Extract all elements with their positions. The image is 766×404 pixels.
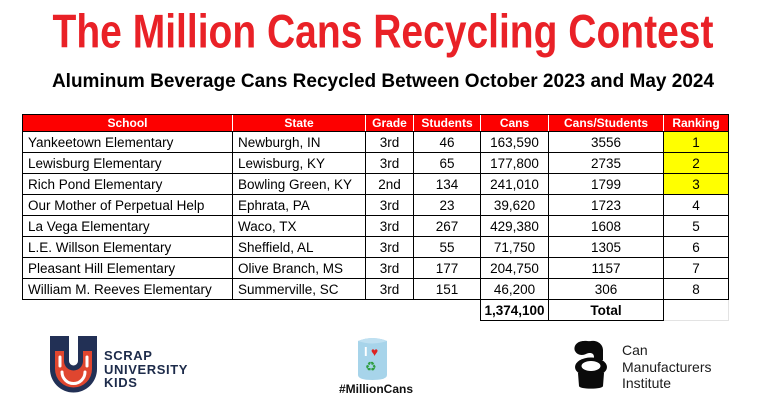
total-row: 1,374,100 Total — [23, 299, 729, 321]
results-table: School State Grade Students Cans Cans/St… — [22, 114, 729, 321]
cans-cell: 46,200 — [480, 278, 549, 300]
students-cell: 23 — [413, 194, 481, 216]
scrap-line: UNIVERSITY — [104, 361, 189, 377]
school-cell: La Vega Elementary — [22, 215, 233, 237]
table-row: Lewisburg Elementary Lewisburg, KY 3rd 6… — [22, 152, 729, 174]
table-header-row: School State Grade Students Cans Cans/St… — [22, 114, 729, 132]
state-cell: Ephrata, PA — [232, 194, 366, 216]
ranking-cell: 4 — [663, 194, 729, 216]
million-cans-hashtag: #MillionCans — [338, 382, 413, 396]
students-cell: 177 — [413, 257, 481, 279]
state-cell: Sheffield, AL — [232, 236, 366, 258]
grade-cell: 3rd — [365, 278, 414, 300]
school-cell: Rich Pond Elementary — [22, 173, 233, 195]
scrap-line: SCRAP — [104, 348, 153, 363]
grade-cell: 3rd — [365, 215, 414, 237]
students-cell: 46 — [413, 131, 481, 153]
recycle-icon: ♻ — [365, 359, 377, 374]
cans-cell: 71,750 — [480, 236, 549, 258]
col-header-students: Students — [413, 114, 481, 132]
table-row: Yankeetown Elementary Newburgh, IN 3rd 4… — [22, 131, 729, 153]
state-cell: Olive Branch, MS — [232, 257, 366, 279]
empty-cell — [663, 299, 729, 321]
cans-per-student-cell: 306 — [548, 278, 664, 300]
students-cell: 65 — [413, 152, 481, 174]
cans-per-student-cell: 1305 — [548, 236, 664, 258]
school-cell: William M. Reeves Elementary — [22, 278, 233, 300]
ranking-cell: 5 — [663, 215, 729, 237]
col-header-grade: Grade — [365, 114, 414, 132]
students-cell: 55 — [413, 236, 481, 258]
ranking-cell: 7 — [663, 257, 729, 279]
cans-cell: 163,590 — [480, 131, 549, 153]
grade-cell: 3rd — [365, 194, 414, 216]
grade-cell: 3rd — [365, 131, 414, 153]
col-header-cans: Cans — [480, 114, 549, 132]
students-cell: 267 — [413, 215, 481, 237]
page-title: The Million Cans Recycling Contest — [52, 6, 714, 59]
can-manufacturers-institute-icon — [574, 340, 607, 389]
table-row: Pleasant Hill Elementary Olive Branch, M… — [22, 257, 729, 279]
school-cell: Our Mother of Perpetual Help — [22, 194, 233, 216]
grade-cell: 3rd — [365, 236, 414, 258]
scrap-university-magnet-icon — [50, 336, 97, 393]
cmi-line: Institute — [622, 375, 672, 391]
ranking-cell: 1 — [663, 131, 729, 153]
empty-cell — [414, 300, 481, 321]
cans-cell: 241,010 — [480, 173, 549, 195]
table-row: L.E. Willson Elementary Sheffield, AL 3r… — [22, 236, 729, 258]
students-cell: 134 — [413, 173, 481, 195]
table-row: Rich Pond Elementary Bowling Green, KY 2… — [22, 173, 729, 195]
table-row: William M. Reeves Elementary Summerville… — [22, 278, 729, 300]
scrap-university-kids-wordmark: SCRAP UNIVERSITY KIDS — [104, 349, 188, 390]
state-cell: Waco, TX — [232, 215, 366, 237]
empty-cell — [23, 300, 233, 321]
million-cans-can-icon: I ♥ ♻ — [358, 338, 387, 380]
scrap-line: KIDS — [104, 375, 138, 390]
state-cell: Newburgh, IN — [232, 131, 366, 153]
grade-cell: 2nd — [365, 173, 414, 195]
total-label: Total — [548, 299, 664, 321]
cans-cell: 39,620 — [480, 194, 549, 216]
school-cell: Yankeetown Elementary — [22, 131, 233, 153]
table-row: La Vega Elementary Waco, TX 3rd 267 429,… — [22, 215, 729, 237]
heart-icon: ♥ — [371, 345, 378, 359]
col-header-cans-per-student: Cans/Students — [548, 114, 664, 132]
ranking-cell: 2 — [663, 152, 729, 174]
state-cell: Bowling Green, KY — [232, 173, 366, 195]
total-cans-value: 1,374,100 — [480, 299, 549, 321]
ranking-cell: 6 — [663, 236, 729, 258]
cans-per-student-cell: 3556 — [548, 131, 664, 153]
col-header-state: State — [232, 114, 366, 132]
grade-cell: 3rd — [365, 257, 414, 279]
school-cell: Pleasant Hill Elementary — [22, 257, 233, 279]
col-header-ranking: Ranking — [663, 114, 729, 132]
grade-cell: 3rd — [365, 152, 414, 174]
cans-per-student-cell: 1157 — [548, 257, 664, 279]
empty-cell — [233, 300, 366, 321]
cans-cell: 177,800 — [480, 152, 549, 174]
school-cell: Lewisburg Elementary — [22, 152, 233, 174]
cmi-line: Can — [622, 342, 648, 358]
cans-per-student-cell: 1723 — [548, 194, 664, 216]
cans-cell: 204,750 — [480, 257, 549, 279]
cans-per-student-cell: 1608 — [548, 215, 664, 237]
ranking-cell: 3 — [663, 173, 729, 195]
state-cell: Summerville, SC — [232, 278, 366, 300]
cans-per-student-cell: 2735 — [548, 152, 664, 174]
can-manufacturers-institute-wordmark: Can Manufacturers Institute — [622, 342, 711, 392]
empty-cell — [366, 300, 414, 321]
cans-cell: 429,380 — [480, 215, 549, 237]
cans-per-student-cell: 1799 — [548, 173, 664, 195]
cmi-line: Manufacturers — [622, 358, 712, 375]
ranking-cell: 8 — [663, 278, 729, 300]
page-subtitle: Aluminum Beverage Cans Recycled Between … — [51, 71, 715, 92]
table-row: Our Mother of Perpetual Help Ephrata, PA… — [22, 194, 729, 216]
col-header-school: School — [22, 114, 233, 132]
school-cell: L.E. Willson Elementary — [22, 236, 233, 258]
state-cell: Lewisburg, KY — [232, 152, 366, 174]
students-cell: 151 — [413, 278, 481, 300]
can-letter-i: I — [364, 344, 368, 359]
